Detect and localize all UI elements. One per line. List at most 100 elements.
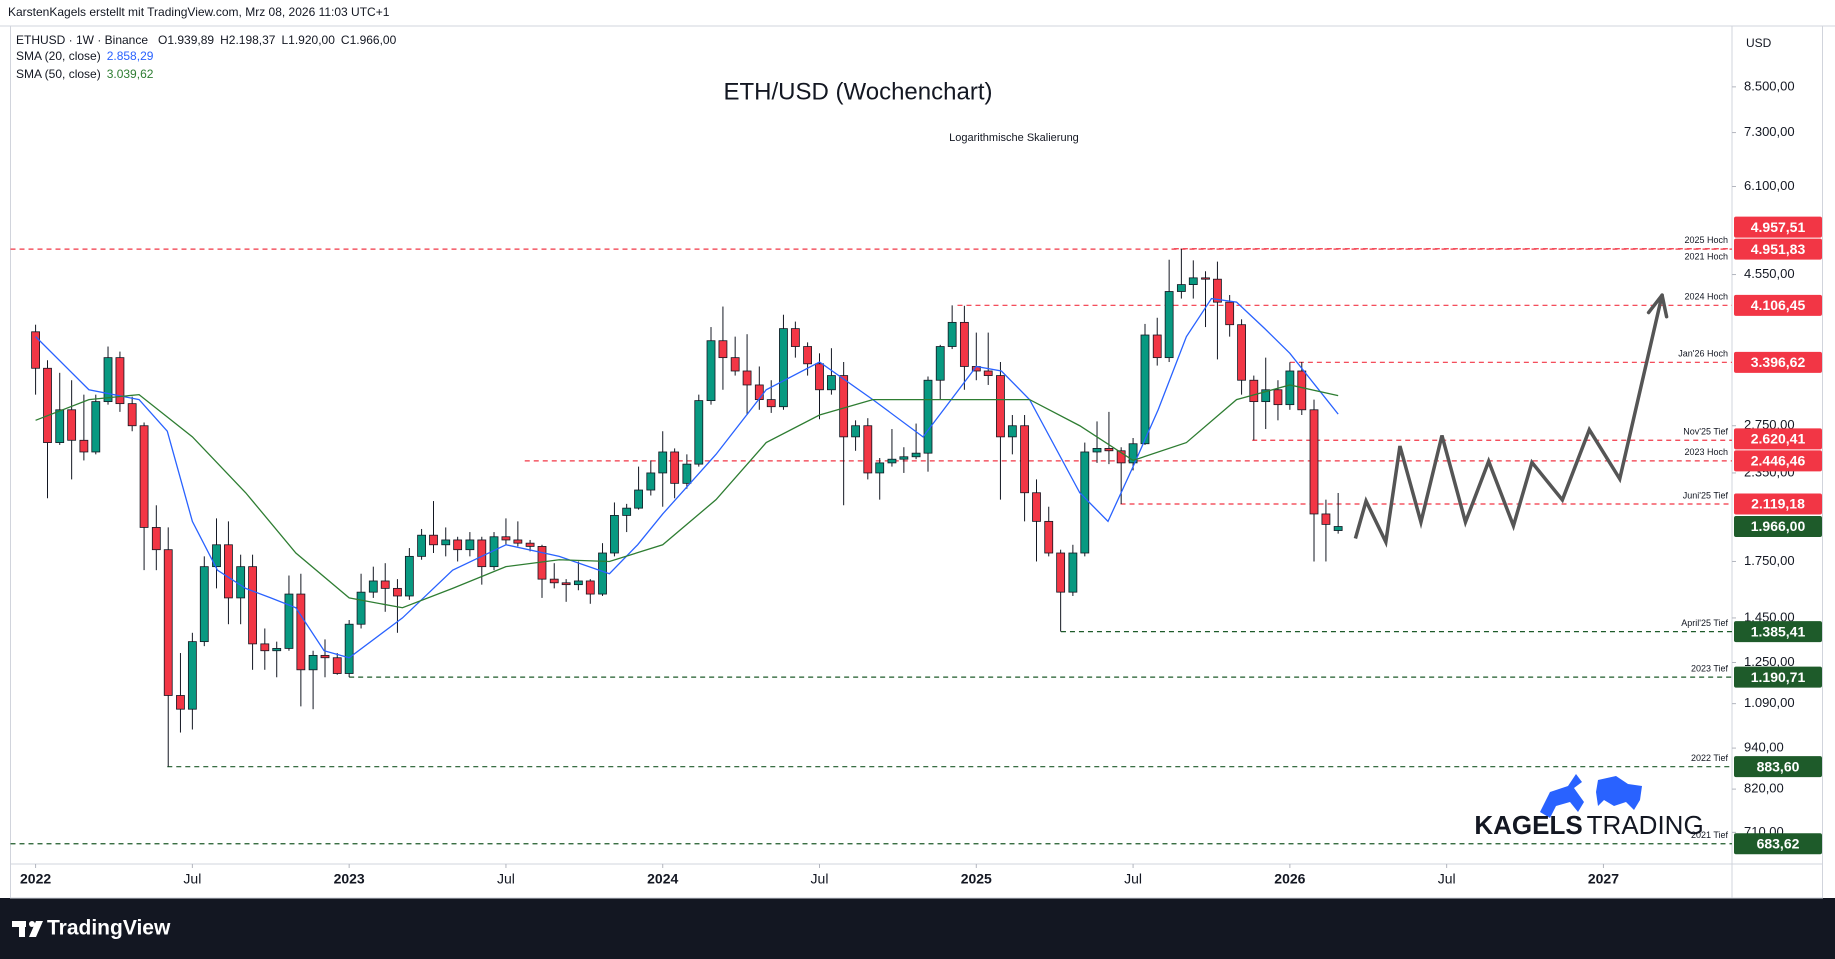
candle-body <box>115 357 125 405</box>
candle-body <box>284 593 294 649</box>
tv-icon-part <box>19 921 25 937</box>
candle-body <box>839 375 849 438</box>
level-label: 2021 Tief <box>1691 830 1729 840</box>
candle-body <box>344 623 354 674</box>
candle-body <box>187 641 197 710</box>
candle-body <box>260 643 270 652</box>
forecast-path <box>1353 294 1664 548</box>
candle-body <box>887 458 897 464</box>
candle-body <box>441 539 451 546</box>
indicator-name: SMA (20, close) <box>16 49 101 63</box>
candle-body <box>790 328 800 347</box>
candle-body <box>429 534 438 546</box>
price-tag-label: 683,62 <box>1757 835 1800 851</box>
candle-body <box>754 384 764 401</box>
candle-body <box>67 409 77 441</box>
price-tag <box>1734 621 1822 643</box>
candle-body <box>1213 278 1222 303</box>
price-tag-label: 1.966,00 <box>1751 518 1806 534</box>
price-tag <box>1734 428 1822 450</box>
candle-body <box>935 346 945 381</box>
candle-body <box>320 654 330 659</box>
candle-body <box>634 489 643 509</box>
y-tick-label: 1.250,00 <box>1744 654 1795 669</box>
candle-body <box>827 375 836 391</box>
candle-body <box>501 536 511 541</box>
candle-body <box>296 593 306 671</box>
level-label: 2021 Hoch <box>1684 251 1728 261</box>
candle-body <box>103 357 113 403</box>
price-tag-label: 2.119,18 <box>1751 496 1805 512</box>
candle-body <box>1333 526 1343 531</box>
price-tag <box>1734 450 1822 472</box>
watermark-light: TRADING <box>1587 810 1704 840</box>
ohlc-value: 1.966,00 <box>350 33 397 47</box>
candle-body <box>1249 379 1259 403</box>
candle-body <box>959 321 969 367</box>
x-tick-label: Jul <box>497 871 515 887</box>
candle-body <box>658 451 668 474</box>
candle-body <box>393 587 402 597</box>
sma-line <box>35 384 1339 609</box>
ohlc-value: 1.939,89 <box>167 33 214 47</box>
price-tag <box>1734 238 1822 260</box>
footer-brand: TradingView <box>47 917 171 940</box>
indicator-value: 2.858,29 <box>107 49 154 63</box>
tv-icon-part <box>29 921 35 927</box>
candle-body <box>779 328 788 408</box>
candle-body <box>79 439 89 453</box>
level-label: 2025 Hoch <box>1684 235 1728 245</box>
x-tick-label: 2027 <box>1588 871 1619 887</box>
candle-body <box>91 401 101 453</box>
candle-body <box>718 340 728 359</box>
candle-body <box>55 409 65 443</box>
candle-body <box>803 346 812 365</box>
candle-body <box>1140 334 1150 445</box>
candle-body <box>513 539 523 544</box>
legend-ohlc: ETHUSD · 1W · Binance O1.939,89 H2.198,37 L… <box>16 33 397 47</box>
candle-body <box>31 331 40 369</box>
tv-icon <box>12 921 43 937</box>
level-label: Jan'26 Hoch <box>1678 349 1728 359</box>
candle-body <box>1309 409 1319 515</box>
candle-body <box>1273 389 1283 406</box>
indicator-name: SMA (50, close) <box>16 67 101 81</box>
ohlc-key: L <box>281 33 288 47</box>
candle-body <box>224 544 233 599</box>
candle-body <box>176 695 185 710</box>
price-tag <box>1734 833 1822 855</box>
candle-body <box>694 400 704 465</box>
candle-body <box>911 452 921 458</box>
price-tag-label: 1.190,71 <box>1751 669 1806 685</box>
candle-body <box>598 552 607 595</box>
candle-body <box>151 527 161 551</box>
candle-body <box>1164 291 1174 359</box>
ohlc-value: 2.198,37 <box>229 33 276 47</box>
candle-body <box>706 340 716 402</box>
candle-body <box>308 654 318 671</box>
y-tick-label: 7.300,00 <box>1744 124 1795 139</box>
candle-body <box>1104 448 1114 452</box>
candle-body <box>1020 425 1029 494</box>
candle-body <box>380 580 390 589</box>
level-label: April'25 Tief <box>1681 618 1728 628</box>
x-tick-label: 2026 <box>1274 871 1305 887</box>
ohlc-key: H <box>220 33 229 47</box>
price-tag-label: 883,60 <box>1757 758 1800 774</box>
candle-body <box>766 399 776 408</box>
candle-body <box>248 566 257 645</box>
watermark-bold: KAGELS <box>1474 810 1582 840</box>
level-label: Nov'25 Tief <box>1683 427 1728 437</box>
level-label: 2023 Tief <box>1691 663 1729 673</box>
price-tag <box>1734 294 1822 316</box>
candle-body <box>139 425 149 528</box>
frame <box>10 25 1823 899</box>
candle-body <box>670 451 680 484</box>
legend-indicator: SMA (50, close) 3.039,62 <box>16 67 154 81</box>
candle-body <box>646 472 656 491</box>
price-tag <box>1734 493 1822 515</box>
x-tick-label: 2022 <box>20 871 51 887</box>
y-tick-label: 1.090,00 <box>1744 695 1795 710</box>
candle-body <box>43 367 52 443</box>
candle-body <box>1068 552 1078 593</box>
